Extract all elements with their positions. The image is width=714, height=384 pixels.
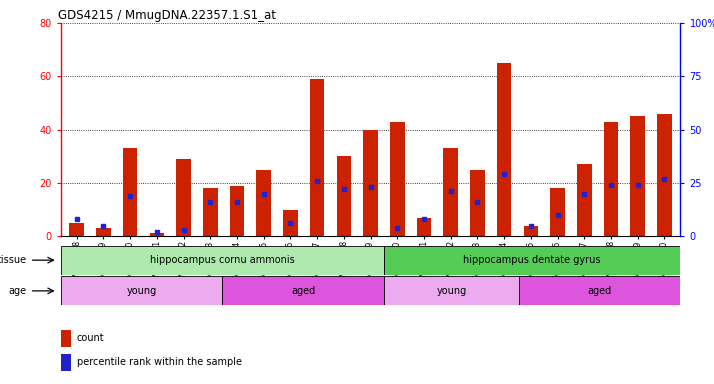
Text: young: young [126, 286, 156, 296]
Bar [630, 116, 645, 236]
Text: hippocampus dentate gyrus: hippocampus dentate gyrus [463, 255, 601, 265]
Text: percentile rank within the sample: percentile rank within the sample [77, 358, 242, 367]
Bar [603, 122, 618, 236]
Bar [363, 129, 378, 236]
Bar [230, 185, 244, 236]
Text: age: age [9, 286, 26, 296]
Text: young: young [436, 286, 466, 296]
Bar [256, 170, 271, 236]
Bar [61, 329, 71, 347]
Text: hippocampus cornu ammonis: hippocampus cornu ammonis [150, 255, 295, 265]
Bar [384, 246, 680, 275]
Bar [149, 233, 164, 236]
Bar [61, 354, 71, 371]
Bar [222, 276, 384, 305]
Bar [61, 276, 222, 305]
Bar [69, 223, 84, 236]
Bar [176, 159, 191, 236]
Text: count: count [77, 333, 104, 343]
Text: tissue: tissue [0, 255, 26, 265]
Bar [96, 228, 111, 236]
Bar [657, 114, 672, 236]
Bar [523, 225, 538, 236]
Bar [577, 164, 592, 236]
Bar [123, 148, 138, 236]
Bar [336, 156, 351, 236]
Bar [310, 79, 324, 236]
Bar [497, 63, 511, 236]
Bar [443, 148, 458, 236]
Bar [550, 188, 565, 236]
Bar [283, 210, 298, 236]
Bar [384, 276, 519, 305]
Bar [417, 217, 431, 236]
Bar [203, 188, 218, 236]
Text: aged: aged [291, 286, 316, 296]
Bar [390, 122, 405, 236]
Text: aged: aged [588, 286, 612, 296]
Bar [470, 170, 485, 236]
Bar [519, 276, 680, 305]
Text: GDS4215 / MmugDNA.22357.1.S1_at: GDS4215 / MmugDNA.22357.1.S1_at [58, 9, 276, 22]
Bar [61, 246, 384, 275]
